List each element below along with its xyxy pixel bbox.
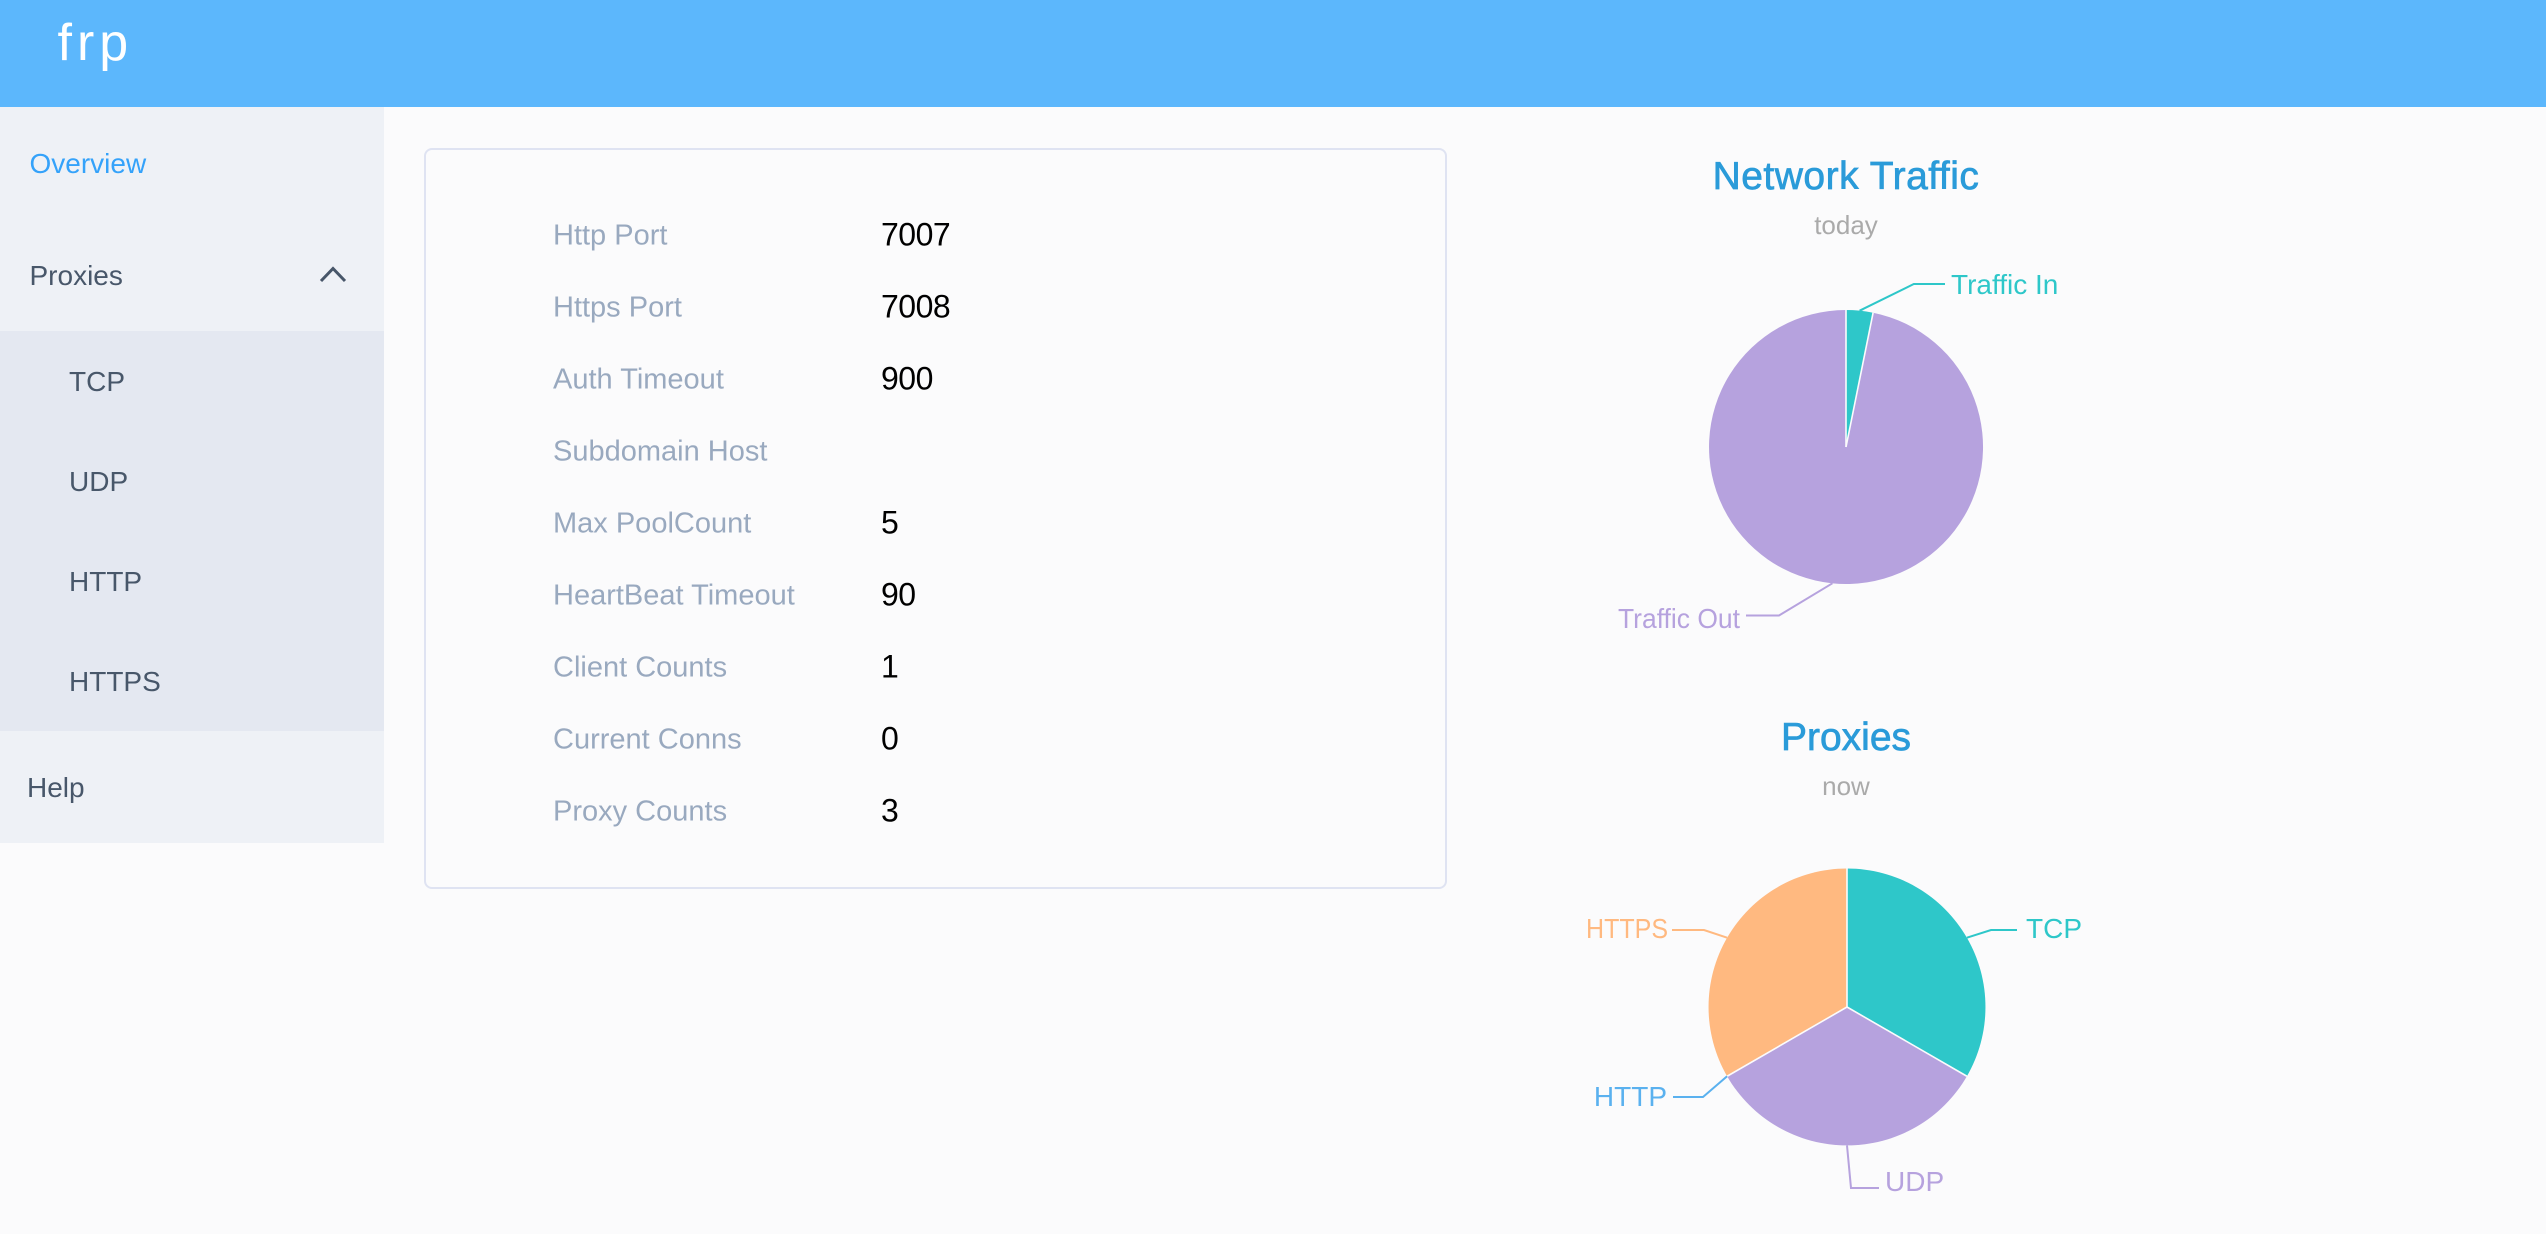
svg-text:Traffic Out: Traffic Out [1618, 603, 1740, 634]
svg-text:Proxy Counts: Proxy Counts [553, 796, 727, 828]
svg-text:900: 900 [881, 361, 933, 397]
svg-text:HTTPS: HTTPS [69, 666, 161, 697]
svg-text:Client Counts: Client Counts [553, 652, 727, 684]
svg-text:Proxies: Proxies [1781, 716, 1911, 759]
svg-text:Overview: Overview [30, 148, 147, 179]
svg-text:TCP: TCP [2026, 913, 2082, 944]
svg-text:Help: Help [27, 772, 85, 803]
svg-text:HTTP: HTTP [69, 566, 142, 597]
svg-text:frp: frp [58, 14, 134, 72]
svg-text:7008: 7008 [881, 289, 950, 325]
svg-text:Http Port: Http Port [553, 220, 667, 252]
svg-text:Https Port: Https Port [553, 292, 682, 324]
svg-text:90: 90 [881, 577, 916, 613]
svg-text:HTTP: HTTP [1594, 1081, 1667, 1112]
svg-text:Current Conns: Current Conns [553, 724, 742, 756]
svg-text:Traffic In: Traffic In [1951, 269, 2058, 300]
svg-text:1: 1 [881, 649, 898, 685]
svg-text:TCP: TCP [69, 366, 125, 397]
svg-text:3: 3 [881, 793, 898, 829]
svg-text:0: 0 [881, 721, 898, 757]
svg-text:Max PoolCount: Max PoolCount [553, 508, 751, 540]
svg-text:today: today [1814, 210, 1878, 240]
svg-text:UDP: UDP [69, 466, 128, 497]
svg-text:Auth Timeout: Auth Timeout [553, 364, 724, 396]
svg-text:now: now [1822, 771, 1870, 801]
svg-text:UDP: UDP [1885, 1166, 1944, 1197]
svg-text:Subdomain Host: Subdomain Host [553, 436, 767, 468]
svg-text:5: 5 [881, 505, 898, 541]
svg-text:7007: 7007 [881, 217, 950, 253]
svg-text:Network Traffic: Network Traffic [1713, 155, 1980, 198]
svg-text:Proxies: Proxies [30, 260, 123, 291]
svg-text:HeartBeat Timeout: HeartBeat Timeout [553, 580, 795, 612]
svg-text:HTTPS: HTTPS [1586, 913, 1668, 944]
